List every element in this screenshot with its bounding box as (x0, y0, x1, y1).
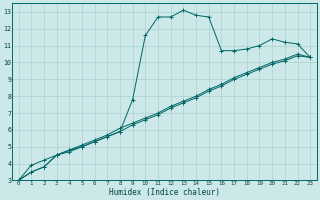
X-axis label: Humidex (Indice chaleur): Humidex (Indice chaleur) (109, 188, 220, 197)
